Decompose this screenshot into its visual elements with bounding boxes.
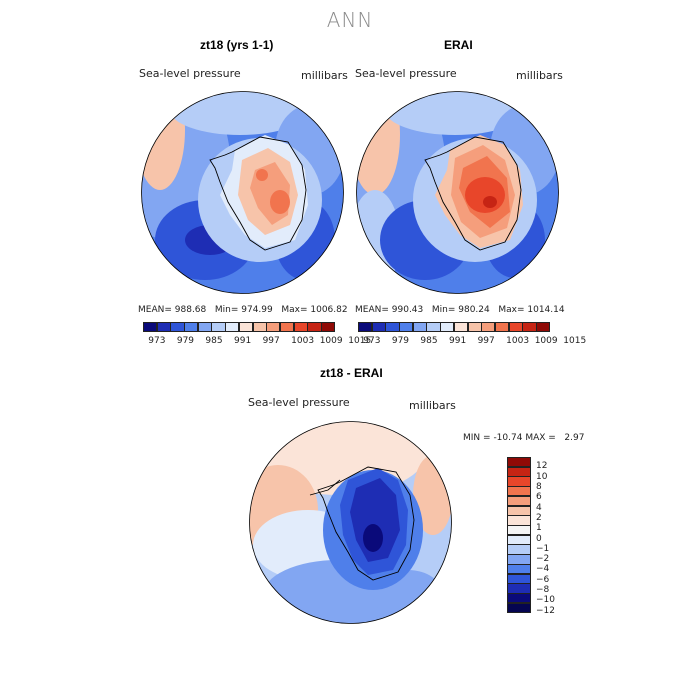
colorbar-swatch	[358, 322, 373, 332]
diff-panel-stats: MIN = -10.74 MAX = 2.97	[463, 433, 584, 443]
colorbar-tick-label: 1003	[291, 336, 315, 346]
colorbar-tick-label: 985	[205, 336, 223, 346]
colorbar-swatch	[371, 322, 386, 332]
colorbar-swatch	[494, 322, 510, 332]
colorbar-tick-label: 991	[234, 336, 252, 346]
colorbar-swatch	[238, 322, 254, 332]
colorbar-tick-label: 985	[420, 336, 438, 346]
colorbar-swatch	[211, 322, 226, 332]
colorbar-swatch	[197, 322, 213, 332]
diff-max-label: MAX =	[525, 433, 556, 443]
panel-1-stats: MEAN= 988.68 Min= 974.99 Max= 1006.82	[138, 305, 348, 315]
colorbar-swatch	[522, 322, 537, 332]
panel-1-mean: 988.68	[174, 305, 207, 315]
diff-panel-colorbar-ticks: 12 10 8 6 4 2 1 0 −1 −2 −4 −6 −8 −10 −12	[536, 457, 586, 622]
diff-colorbar-swatch	[507, 602, 531, 614]
panel-2-colorbar-ticks: 973 979 985 991 997 1003 1009 1015	[358, 336, 586, 348]
colorbar-tick-label: 997	[262, 336, 280, 346]
panel-2-max: 1014.14	[527, 305, 565, 315]
panel-1-mean-label: MEAN=	[138, 305, 172, 315]
panel-1-title: zt18 (yrs 1-1)	[200, 38, 274, 52]
colorbar-swatch	[467, 322, 482, 332]
panel-1-min: 974.99	[241, 305, 273, 315]
diff-colorbar-tick-label: 12	[536, 461, 548, 472]
panel-2-colorbar	[358, 322, 551, 332]
colorbar-swatch	[320, 322, 336, 332]
panel-2-units: millibars	[516, 69, 563, 82]
panel-2-max-label: Max=	[498, 305, 525, 315]
diff-min-label: MIN =	[463, 433, 491, 443]
panel-1-max: 1006.82	[310, 305, 348, 315]
colorbar-swatch	[453, 322, 469, 332]
diff-colorbar-tick-label: 1	[536, 523, 542, 534]
colorbar-swatch	[412, 322, 428, 332]
diff-colorbar-tick-label: −4	[536, 564, 550, 575]
colorbar-tick-label: 973	[363, 336, 381, 346]
diff-colorbar-tick-label: −2	[536, 554, 550, 565]
page-title: ANN	[326, 8, 374, 32]
colorbar-tick-label: 1009	[534, 336, 558, 346]
panel-1-colorbar	[143, 322, 336, 332]
diff-colorbar-tick-label: −1	[536, 543, 550, 554]
colorbar-swatch	[385, 322, 400, 332]
colorbar-tick-label: 991	[449, 336, 467, 346]
colorbar-tick-label: 997	[477, 336, 495, 346]
panel-2-min: 980.24	[458, 305, 490, 315]
diff-colorbar-tick-label: −8	[536, 585, 550, 596]
diff-panel-map	[249, 421, 452, 624]
colorbar-tick-label: 979	[176, 336, 195, 346]
diff-colorbar-tick-label: −6	[536, 574, 550, 585]
diff-panel-variable: Sea-level pressure	[248, 396, 350, 409]
colorbar-swatch	[535, 322, 551, 332]
panel-2-mean-label: MEAN=	[355, 305, 389, 315]
panel-1-colorbar-ticks: 973 979 985 991 997 1003 1009 1015	[143, 336, 371, 348]
colorbar-tick-label: 979	[391, 336, 410, 346]
diff-colorbar-tick-label: 10	[536, 471, 548, 482]
diff-colorbar-tick-label: −12	[536, 605, 555, 616]
diff-min: -10.74	[493, 433, 523, 443]
colorbar-swatch	[508, 322, 523, 332]
panel-1-variable: Sea-level pressure	[139, 67, 241, 80]
colorbar-swatch	[440, 322, 455, 332]
diff-colorbar-tick-label: 8	[536, 481, 542, 492]
diff-colorbar-tick-label: 6	[536, 492, 542, 503]
diff-panel-units: millibars	[409, 399, 456, 412]
colorbar-swatch	[307, 322, 322, 332]
colorbar-swatch	[293, 322, 308, 332]
colorbar-swatch	[143, 322, 158, 332]
colorbar-swatch	[279, 322, 295, 332]
colorbar-tick-label: 1015	[563, 336, 587, 346]
panel-2-min-label: Min=	[431, 305, 456, 315]
panel-2-variable: Sea-level pressure	[355, 67, 457, 80]
colorbar-tick-label: 1009	[319, 336, 343, 346]
colorbar-tick-label: 973	[148, 336, 166, 346]
panel-1-min-label: Min=	[214, 305, 239, 315]
colorbar-swatch	[399, 322, 414, 332]
diff-panel-colorbar	[507, 457, 531, 622]
colorbar-tick-label: 1015	[348, 336, 372, 346]
panel-2-title: ERAI	[444, 38, 473, 52]
diff-max: 2.97	[564, 433, 585, 443]
panel-2-stats: MEAN= 990.43 Min= 980.24 Max= 1014.14	[355, 305, 565, 315]
colorbar-swatch	[481, 322, 496, 332]
diff-panel-title: zt18 - ERAI	[320, 366, 383, 380]
colorbar-swatch	[184, 322, 199, 332]
diff-colorbar-tick-label: 4	[536, 502, 542, 513]
colorbar-swatch	[426, 322, 441, 332]
diff-colorbar-tick-label: −10	[536, 595, 555, 606]
colorbar-swatch	[266, 322, 281, 332]
panel-2-map	[356, 91, 559, 294]
colorbar-swatch	[170, 322, 185, 332]
colorbar-swatch	[252, 322, 267, 332]
diff-colorbar-tick-label: 0	[536, 533, 542, 544]
diff-colorbar-tick-label: 2	[536, 512, 542, 523]
colorbar-swatch	[156, 322, 171, 332]
panel-1-units: millibars	[301, 69, 348, 82]
panel-2-mean: 990.43	[391, 305, 424, 315]
colorbar-swatch	[225, 322, 240, 332]
panel-1-map	[141, 91, 344, 294]
colorbar-tick-label: 1003	[506, 336, 530, 346]
panel-1-max-label: Max=	[281, 305, 308, 315]
